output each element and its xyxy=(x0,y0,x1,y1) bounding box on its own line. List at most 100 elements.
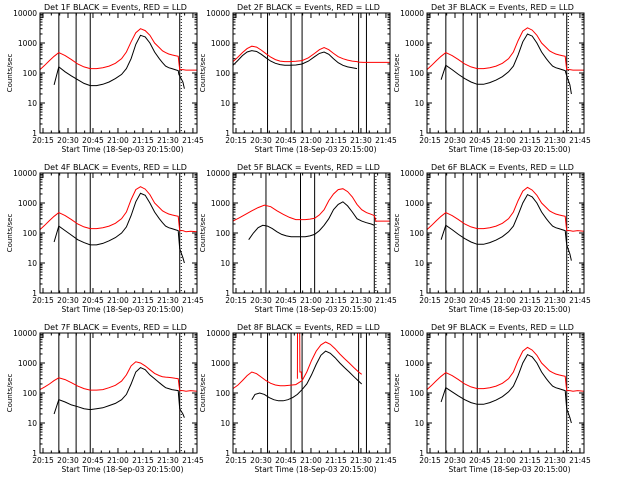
plot-frame xyxy=(232,172,391,294)
x-tick-label: 21:15 xyxy=(325,296,347,305)
plot-frame xyxy=(426,332,585,454)
y-tick-label: 1 xyxy=(225,129,230,138)
series-events-line xyxy=(53,367,185,418)
x-tick-label: 20:15 xyxy=(32,296,54,305)
x-tick-label: 20:45 xyxy=(275,136,297,145)
series-lld-line xyxy=(39,361,198,392)
panel-det-2: Det 2F BLACK = Events, RED = LLD Counts/s… xyxy=(199,3,397,154)
plot-frame xyxy=(39,172,198,294)
x-axis-label: Start Time (18-Sep-03 20:15:00) xyxy=(449,305,571,314)
x-tick-label: 21:45 xyxy=(569,456,591,465)
y-tick-label: 100 xyxy=(23,389,38,398)
y-tick-label: 10000 xyxy=(13,9,37,18)
x-tick-label: 21:45 xyxy=(375,136,397,145)
series-events-line xyxy=(232,50,358,70)
x-tick-label: 20:30 xyxy=(57,296,79,305)
x-tick-label: 20:45 xyxy=(469,296,491,305)
panel-title: Det 3F BLACK = Events, RED = LLD xyxy=(431,3,574,12)
y-tick-label: 10000 xyxy=(206,329,230,338)
x-axis-label: Start Time (18-Sep-03 20:15:00) xyxy=(62,305,184,314)
x-tick-label: 21:30 xyxy=(544,296,566,305)
x-tick-label: 20:15 xyxy=(32,136,54,145)
plot-frame xyxy=(426,172,585,294)
y-tick-label: 1 xyxy=(419,289,424,298)
x-tick-label: 21:45 xyxy=(569,296,591,305)
panel-det-9: Det 9F BLACK = Events, RED = LLD Counts/s… xyxy=(393,323,591,474)
y-tick-label: 100 xyxy=(216,69,231,78)
x-tick-label: 21:00 xyxy=(300,296,322,305)
x-tick-label: 21:00 xyxy=(107,456,129,465)
x-tick-label: 20:45 xyxy=(82,296,104,305)
x-tick-label: 21:00 xyxy=(107,136,129,145)
x-tick-label: 20:45 xyxy=(82,456,104,465)
panel-title: Det 8F BLACK = Events, RED = LLD xyxy=(237,323,380,332)
y-tick-label: 10 xyxy=(414,99,424,108)
x-tick-label: 21:30 xyxy=(350,136,372,145)
y-axis-label: Counts/sec xyxy=(393,374,401,413)
y-axis-label: Counts/sec xyxy=(6,374,14,413)
y-tick-label: 10 xyxy=(220,419,230,428)
x-tick-label: 21:45 xyxy=(182,136,204,145)
x-tick-label: 21:00 xyxy=(494,296,516,305)
x-tick-label: 21:15 xyxy=(132,456,154,465)
y-tick-label: 100 xyxy=(410,69,425,78)
x-tick-label: 20:15 xyxy=(419,456,441,465)
panel-title: Det 6F BLACK = Events, RED = LLD xyxy=(431,163,574,172)
x-tick-label: 20:30 xyxy=(250,136,272,145)
x-tick-label: 20:45 xyxy=(469,136,491,145)
x-tick-label: 21:45 xyxy=(375,296,397,305)
series-lld-line xyxy=(39,28,197,71)
x-tick-label: 21:00 xyxy=(107,296,129,305)
series-events-line xyxy=(248,201,375,240)
x-axis-label: Start Time (18-Sep-03 20:15:00) xyxy=(449,145,571,154)
panel-title: Det 9F BLACK = Events, RED = LLD xyxy=(431,323,574,332)
x-tick-label: 21:30 xyxy=(544,456,566,465)
panel-title: Det 4F BLACK = Events, RED = LLD xyxy=(44,163,187,172)
series-lld-line xyxy=(39,186,198,233)
x-tick-label: 20:45 xyxy=(275,456,297,465)
panel-title: Det 2F BLACK = Events, RED = LLD xyxy=(237,3,380,12)
y-tick-label: 1000 xyxy=(18,39,37,48)
x-tick-label: 21:45 xyxy=(182,296,204,305)
x-tick-label: 20:15 xyxy=(419,136,441,145)
y-tick-label: 10000 xyxy=(400,9,424,18)
y-tick-label: 100 xyxy=(216,229,231,238)
x-axis-label: Start Time (18-Sep-03 20:15:00) xyxy=(255,465,377,474)
y-tick-label: 10000 xyxy=(206,169,230,178)
y-tick-label: 100 xyxy=(216,389,231,398)
x-tick-label: 21:15 xyxy=(519,296,541,305)
x-tick-label: 20:15 xyxy=(419,296,441,305)
y-tick-label: 1 xyxy=(225,289,230,298)
y-tick-label: 1 xyxy=(32,289,37,298)
x-tick-label: 20:30 xyxy=(250,456,272,465)
x-tick-label: 20:15 xyxy=(32,456,54,465)
y-axis-label: Counts/sec xyxy=(6,54,14,93)
y-tick-label: 100 xyxy=(23,229,38,238)
y-tick-label: 10000 xyxy=(13,329,37,338)
plot-frame xyxy=(39,12,198,134)
y-tick-label: 10 xyxy=(27,99,37,108)
x-tick-label: 20:45 xyxy=(469,456,491,465)
y-axis-label: Counts/sec xyxy=(199,54,207,93)
y-axis-label: Counts/sec xyxy=(6,214,14,253)
x-tick-label: 20:30 xyxy=(444,456,466,465)
y-tick-label: 10 xyxy=(220,259,230,268)
y-tick-label: 1 xyxy=(419,449,424,458)
y-tick-label: 1000 xyxy=(405,359,424,368)
y-tick-label: 1000 xyxy=(211,359,230,368)
y-tick-label: 1000 xyxy=(405,199,424,208)
x-tick-label: 21:45 xyxy=(569,136,591,145)
y-tick-label: 10 xyxy=(414,419,424,428)
x-tick-label: 21:30 xyxy=(544,136,566,145)
x-tick-label: 21:30 xyxy=(350,296,372,305)
y-axis-label: Counts/sec xyxy=(199,374,207,413)
panel-det-4: Det 4F BLACK = Events, RED = LLD Counts/s… xyxy=(6,163,204,314)
y-tick-label: 1 xyxy=(32,129,37,138)
x-tick-label: 21:00 xyxy=(494,136,516,145)
x-tick-label: 21:00 xyxy=(300,136,322,145)
x-tick-label: 21:15 xyxy=(325,456,347,465)
x-tick-label: 21:30 xyxy=(157,296,179,305)
x-tick-label: 20:45 xyxy=(82,136,104,145)
x-axis-label: Start Time (18-Sep-03 20:15:00) xyxy=(255,305,377,314)
